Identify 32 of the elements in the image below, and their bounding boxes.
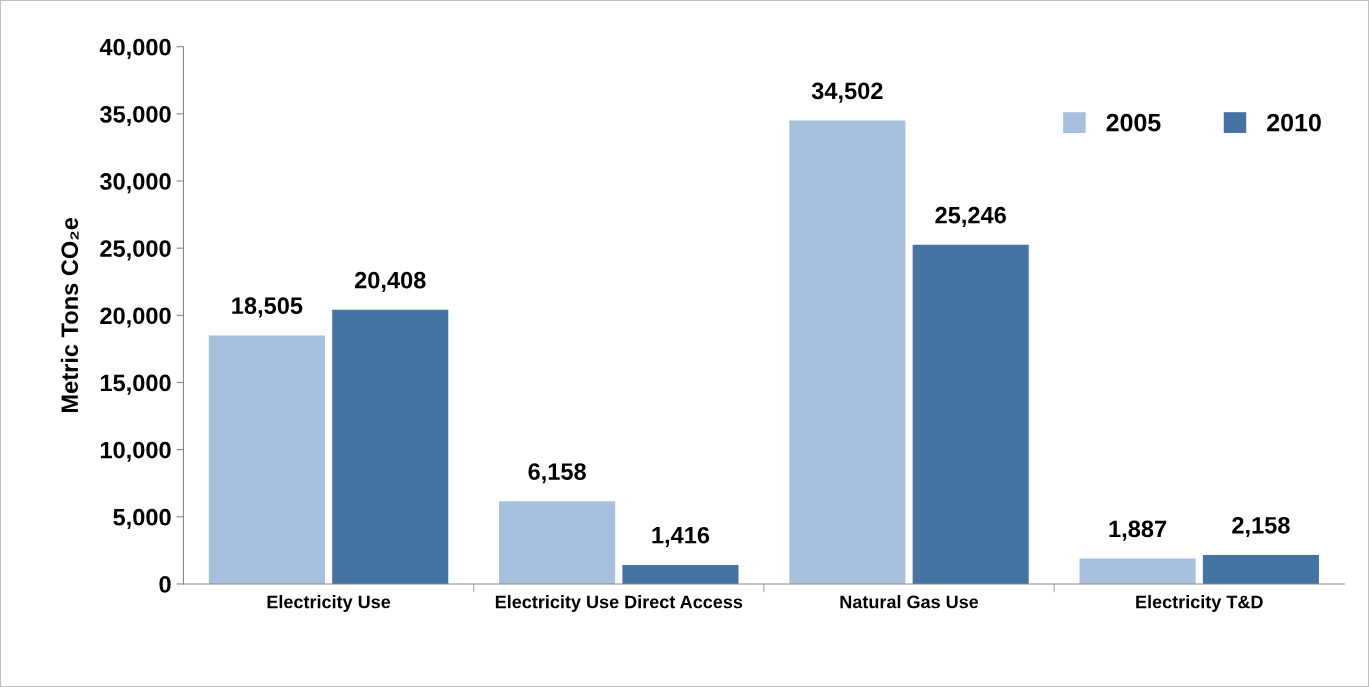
data-label: 6,158 [528, 463, 586, 484]
data-label: 1,416 [652, 526, 710, 548]
bar [622, 564, 739, 584]
data-label: 18,505 [232, 297, 303, 318]
bar [499, 501, 616, 584]
legend-label: 2005 [1106, 113, 1161, 132]
y-tick-label: 15,000 [100, 374, 171, 395]
bar [208, 335, 325, 584]
legend-label: 2010 [1267, 113, 1321, 132]
y-tick-label: 5,000 [113, 508, 171, 530]
data-label: 1,887 [1109, 520, 1167, 541]
data-label: 34,502 [811, 82, 883, 103]
x-tick-label: Natural Gas Use [840, 595, 979, 609]
x-tick-label: Electricity T&D [1136, 595, 1263, 612]
bar [1079, 558, 1196, 584]
y-tick-label: 0 [159, 576, 171, 593]
bar [912, 244, 1029, 584]
data-label: 2,158 [1232, 516, 1290, 538]
x-tick-label: Electricity Use [267, 595, 391, 612]
y-tick-label: 30,000 [99, 173, 171, 194]
y-axis-title: Metric Tons CO₂e [60, 217, 79, 412]
bar [789, 120, 906, 584]
y-tick-label: 25,000 [100, 240, 171, 261]
bar [332, 309, 449, 584]
bar [1202, 554, 1319, 584]
x-tick-label: Electricity Use Direct Access [495, 595, 743, 612]
y-tick-label: 10,000 [100, 441, 171, 462]
y-tick-label: 35,000 [99, 105, 171, 127]
data-label: 20,408 [354, 271, 426, 292]
y-tick-label: 40,000 [99, 38, 171, 59]
y-tick-label: 20,000 [100, 307, 171, 328]
data-label: 25,246 [935, 206, 1006, 227]
